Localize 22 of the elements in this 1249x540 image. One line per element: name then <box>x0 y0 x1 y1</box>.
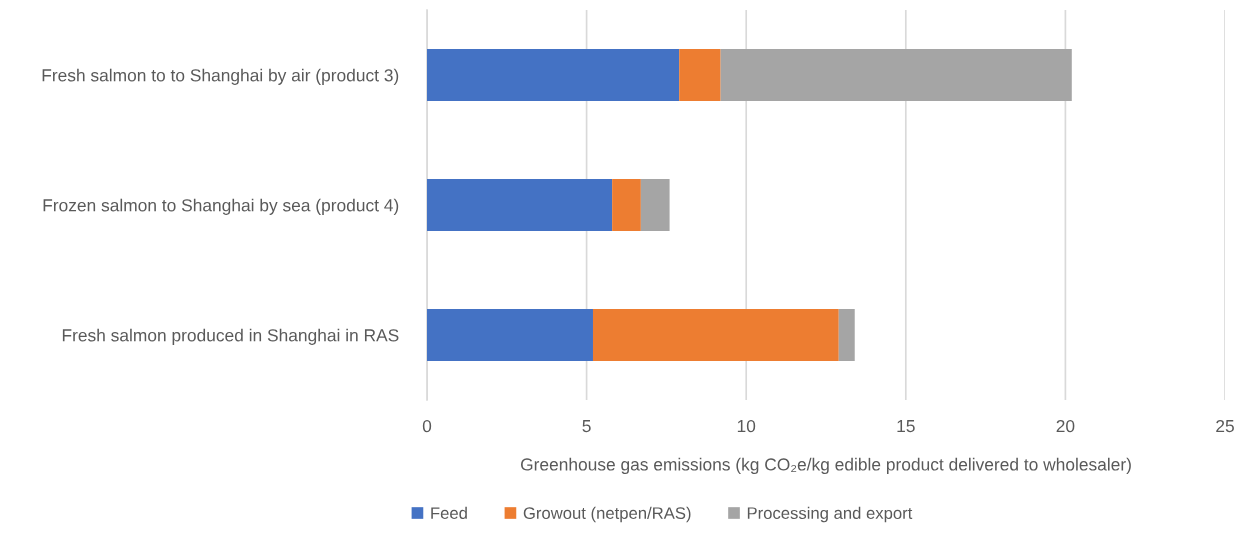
x-axis-title: Greenhouse gas emissions (kg CO₂e/kg edible product delivered to wholesaler) <box>520 457 1131 475</box>
y-tick-label: Fresh salmon produced in Shanghai in RAS <box>62 328 399 345</box>
legend-label: Feed <box>431 506 467 520</box>
x-tick-label: 10 <box>737 419 756 433</box>
x-tick-label: 25 <box>1216 419 1234 433</box>
bar <box>720 49 1072 101</box>
bar <box>838 309 855 361</box>
bar <box>427 49 680 101</box>
bar <box>679 49 721 101</box>
x-tick-label: 5 <box>582 420 591 433</box>
bar <box>640 179 670 231</box>
bar <box>592 309 839 361</box>
bar <box>427 179 613 231</box>
y-tick-label: Fresh salmon to to Shanghai by air (product 3) <box>42 68 399 85</box>
x-tick-label: 20 <box>1056 419 1075 433</box>
legend-label: Growout (netpen/RAS) <box>523 506 691 523</box>
x-tick-label: 0 <box>422 419 432 433</box>
bar <box>427 309 593 361</box>
y-tick-label: Frozen salmon to Shanghai by sea (product 4) <box>43 198 399 215</box>
bar <box>612 179 641 231</box>
legend-label: Processing and export <box>747 506 913 523</box>
x-tick-label: 15 <box>897 420 915 433</box>
